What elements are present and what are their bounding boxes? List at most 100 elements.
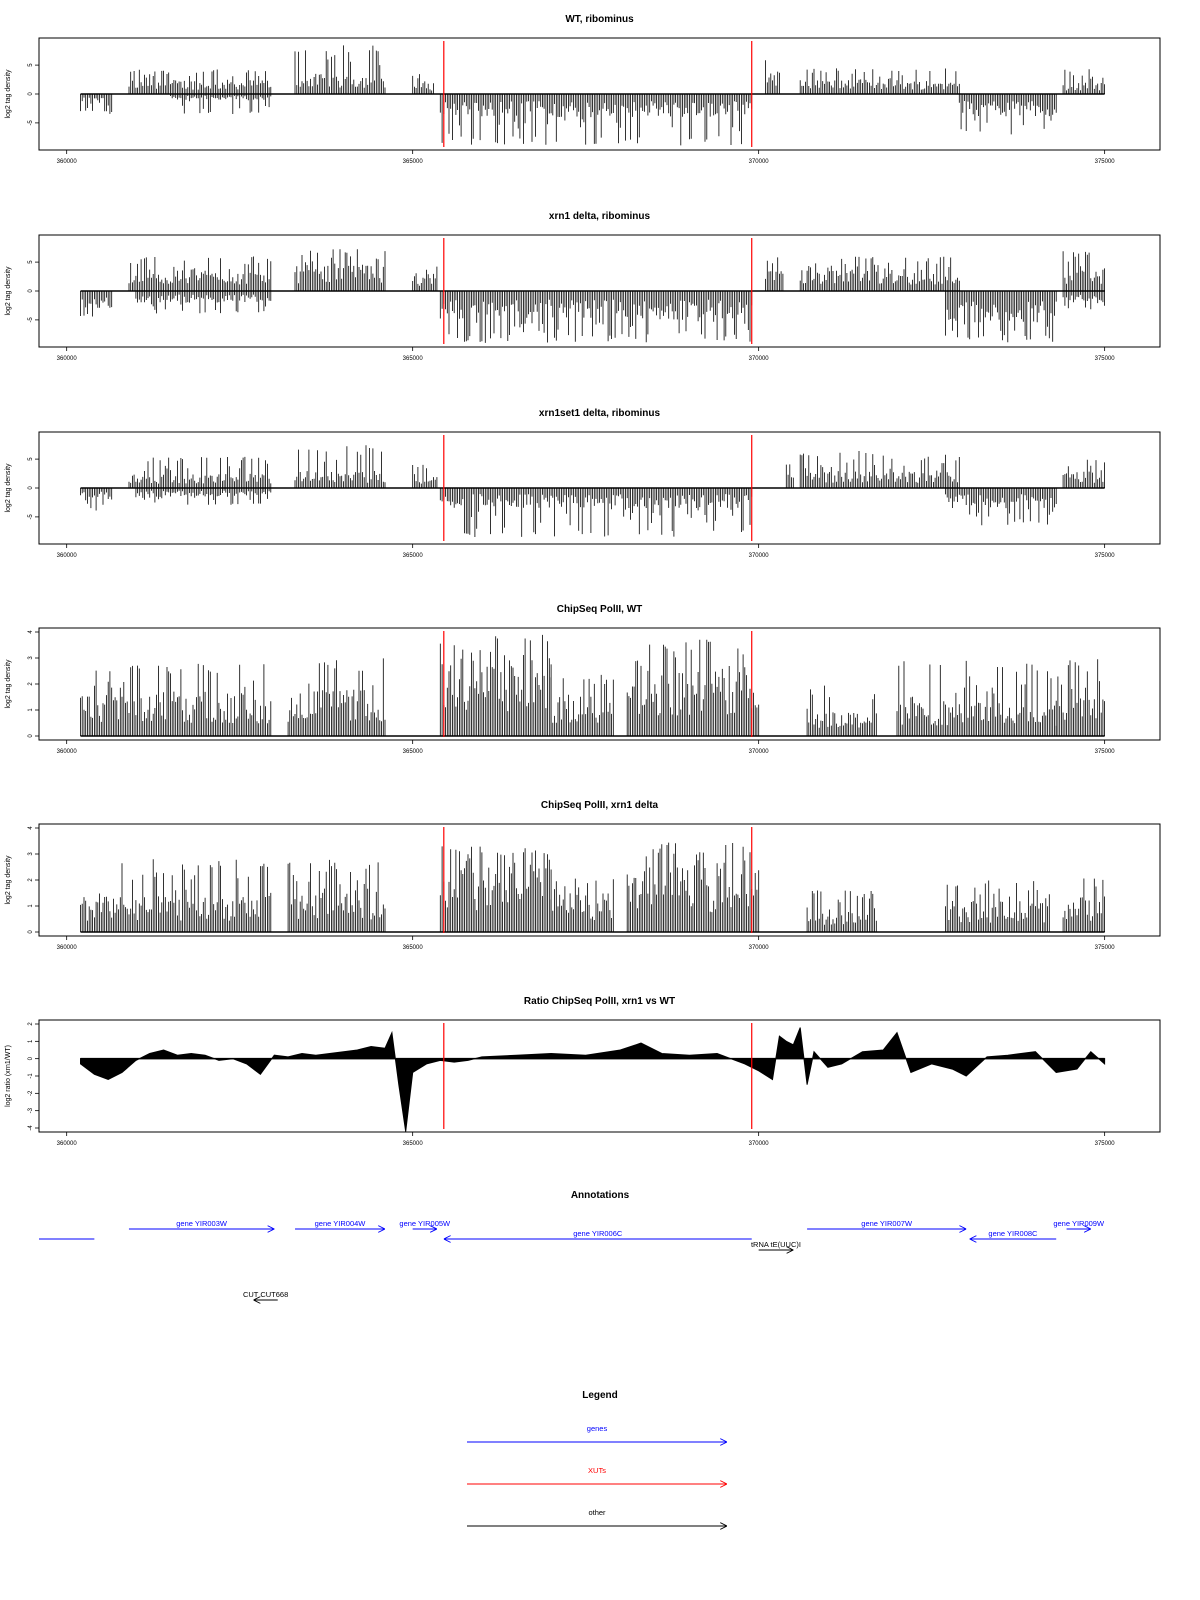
signal-segment xyxy=(439,291,753,343)
legend-label: XUTs xyxy=(588,1466,606,1475)
chart-panel-3: xrn1set1 delta, ribominus -5 0 5 log2 tag de… xyxy=(5,408,1161,559)
y-tick-label: -1 xyxy=(28,1073,34,1079)
signal-segment xyxy=(799,451,960,488)
legend-label: other xyxy=(588,1508,606,1517)
signal-segment xyxy=(412,266,438,291)
y-tick-label: 3 xyxy=(28,656,34,660)
y-tick-label: 0 xyxy=(28,289,34,293)
annotation-label: gene YIR006C xyxy=(573,1229,623,1238)
y-tick-label: -5 xyxy=(28,120,34,126)
x-tick-label: 375000 xyxy=(1095,159,1116,165)
chart-title: ChipSeq PolII, WT xyxy=(557,604,643,615)
y-tick-label: 1 xyxy=(28,708,34,712)
annotation-label: gene YIR004W xyxy=(315,1219,367,1228)
y-tick-label: 5 xyxy=(28,63,34,67)
y-tick-label: -2 xyxy=(28,1090,34,1096)
y-axis-label: log2 ratio (xrn1/WT) xyxy=(5,1045,12,1107)
signal-segment xyxy=(439,94,753,146)
chart-panel-5: ChipSeq PolII, xrn1 delta 0 1 2 3 4 log2 tag d… xyxy=(5,800,1161,951)
signal-segment xyxy=(439,634,552,736)
annotation-label: gene YIR007W xyxy=(861,1219,913,1228)
x-tick-label: 375000 xyxy=(1095,1141,1116,1147)
signal-segment xyxy=(799,256,960,291)
x-tick-label: 365000 xyxy=(403,945,424,951)
annotation-label: gene YIR009W xyxy=(1053,1219,1105,1228)
annotation-label: gene YIR003W xyxy=(176,1219,228,1228)
signal-segment xyxy=(945,880,1050,932)
y-tick-label: 2 xyxy=(28,682,34,686)
y-axis-label: log2 tag density xyxy=(5,463,12,513)
x-tick-label: 365000 xyxy=(403,553,424,559)
x-tick-label: 370000 xyxy=(749,159,770,165)
y-tick-label: 0 xyxy=(28,734,34,738)
x-tick-label: 370000 xyxy=(749,749,770,755)
annotation-label: gene YIR008C xyxy=(988,1229,1038,1238)
signal-track xyxy=(79,1027,1106,1132)
y-axis-label: log2 tag density xyxy=(5,69,12,119)
x-tick-label: 375000 xyxy=(1095,945,1116,951)
signal-segment xyxy=(765,257,784,291)
x-tick-label: 370000 xyxy=(749,1141,770,1147)
signal-track xyxy=(80,45,1105,146)
chart-title: xrn1set1 delta, ribominus xyxy=(539,408,661,419)
chart-panel-1: WT, ribominus -5 0 5 log2 tag density 360000 3… xyxy=(5,14,1161,165)
signal-segment xyxy=(80,663,272,736)
signal-track xyxy=(80,634,1105,737)
signal-segment xyxy=(170,94,272,114)
signal-segment xyxy=(128,69,272,94)
x-tick-label: 360000 xyxy=(57,945,78,951)
signal-segment xyxy=(80,488,113,511)
signal-segment xyxy=(412,464,438,488)
signal-segment xyxy=(806,685,877,736)
signal-segment xyxy=(896,660,1057,736)
y-tick-label: 3 xyxy=(28,852,34,856)
signal-segment xyxy=(80,94,113,114)
signal-segment xyxy=(294,445,386,488)
plot-frame xyxy=(38,1019,1161,1133)
chart-panel-2: xrn1 delta, ribominus -5 0 5 log2 tag densit… xyxy=(5,211,1161,362)
y-tick-label: 0 xyxy=(28,486,34,490)
signal-segment xyxy=(945,291,1057,343)
y-tick-label: -5 xyxy=(28,514,34,520)
signal-segment xyxy=(1062,69,1105,94)
signal-segment xyxy=(294,249,386,291)
signal-segment xyxy=(287,859,386,932)
signal-segment xyxy=(135,291,272,314)
x-tick-label: 375000 xyxy=(1095,749,1116,755)
y-tick-label: 4 xyxy=(28,630,34,634)
y-tick-label: -5 xyxy=(28,317,34,323)
x-tick-label: 360000 xyxy=(57,749,78,755)
signal-segment xyxy=(958,94,1057,135)
legend: Legend genes XUTs other xyxy=(467,1390,727,1526)
signal-segment xyxy=(550,674,614,736)
signal-segment xyxy=(287,658,386,736)
y-tick-label: 0 xyxy=(28,92,34,96)
y-tick-label: -4 xyxy=(28,1125,34,1131)
signal-segment xyxy=(785,464,794,488)
signal-segment xyxy=(626,639,760,736)
signal-segment xyxy=(806,890,877,932)
signal-segment xyxy=(945,488,1057,526)
signal-track xyxy=(80,249,1105,343)
signal-segment xyxy=(135,488,272,505)
annotations-panel: Annotations gene YIR003W gene YIR004W gene … xyxy=(39,1190,1105,1300)
signal-track xyxy=(80,842,1105,933)
x-tick-label: 365000 xyxy=(403,159,424,165)
signal-segment xyxy=(439,488,753,537)
y-tick-label: 2 xyxy=(28,878,34,882)
x-tick-label: 370000 xyxy=(749,553,770,559)
signal-segment xyxy=(1062,291,1105,310)
annotation-label: gene YIR005W xyxy=(399,1219,451,1228)
x-tick-label: 360000 xyxy=(57,1141,78,1147)
x-tick-label: 370000 xyxy=(749,945,770,951)
y-tick-label: 5 xyxy=(28,260,34,264)
legend-title: Legend xyxy=(582,1390,618,1401)
y-tick-label: 0 xyxy=(28,1056,34,1060)
signal-segment xyxy=(799,68,960,94)
x-tick-label: 360000 xyxy=(57,356,78,362)
signal-segment xyxy=(412,74,434,94)
signal-segment xyxy=(1062,878,1105,932)
x-tick-label: 365000 xyxy=(403,749,424,755)
signal-segment xyxy=(439,846,552,932)
y-tick-label: 4 xyxy=(28,826,34,830)
